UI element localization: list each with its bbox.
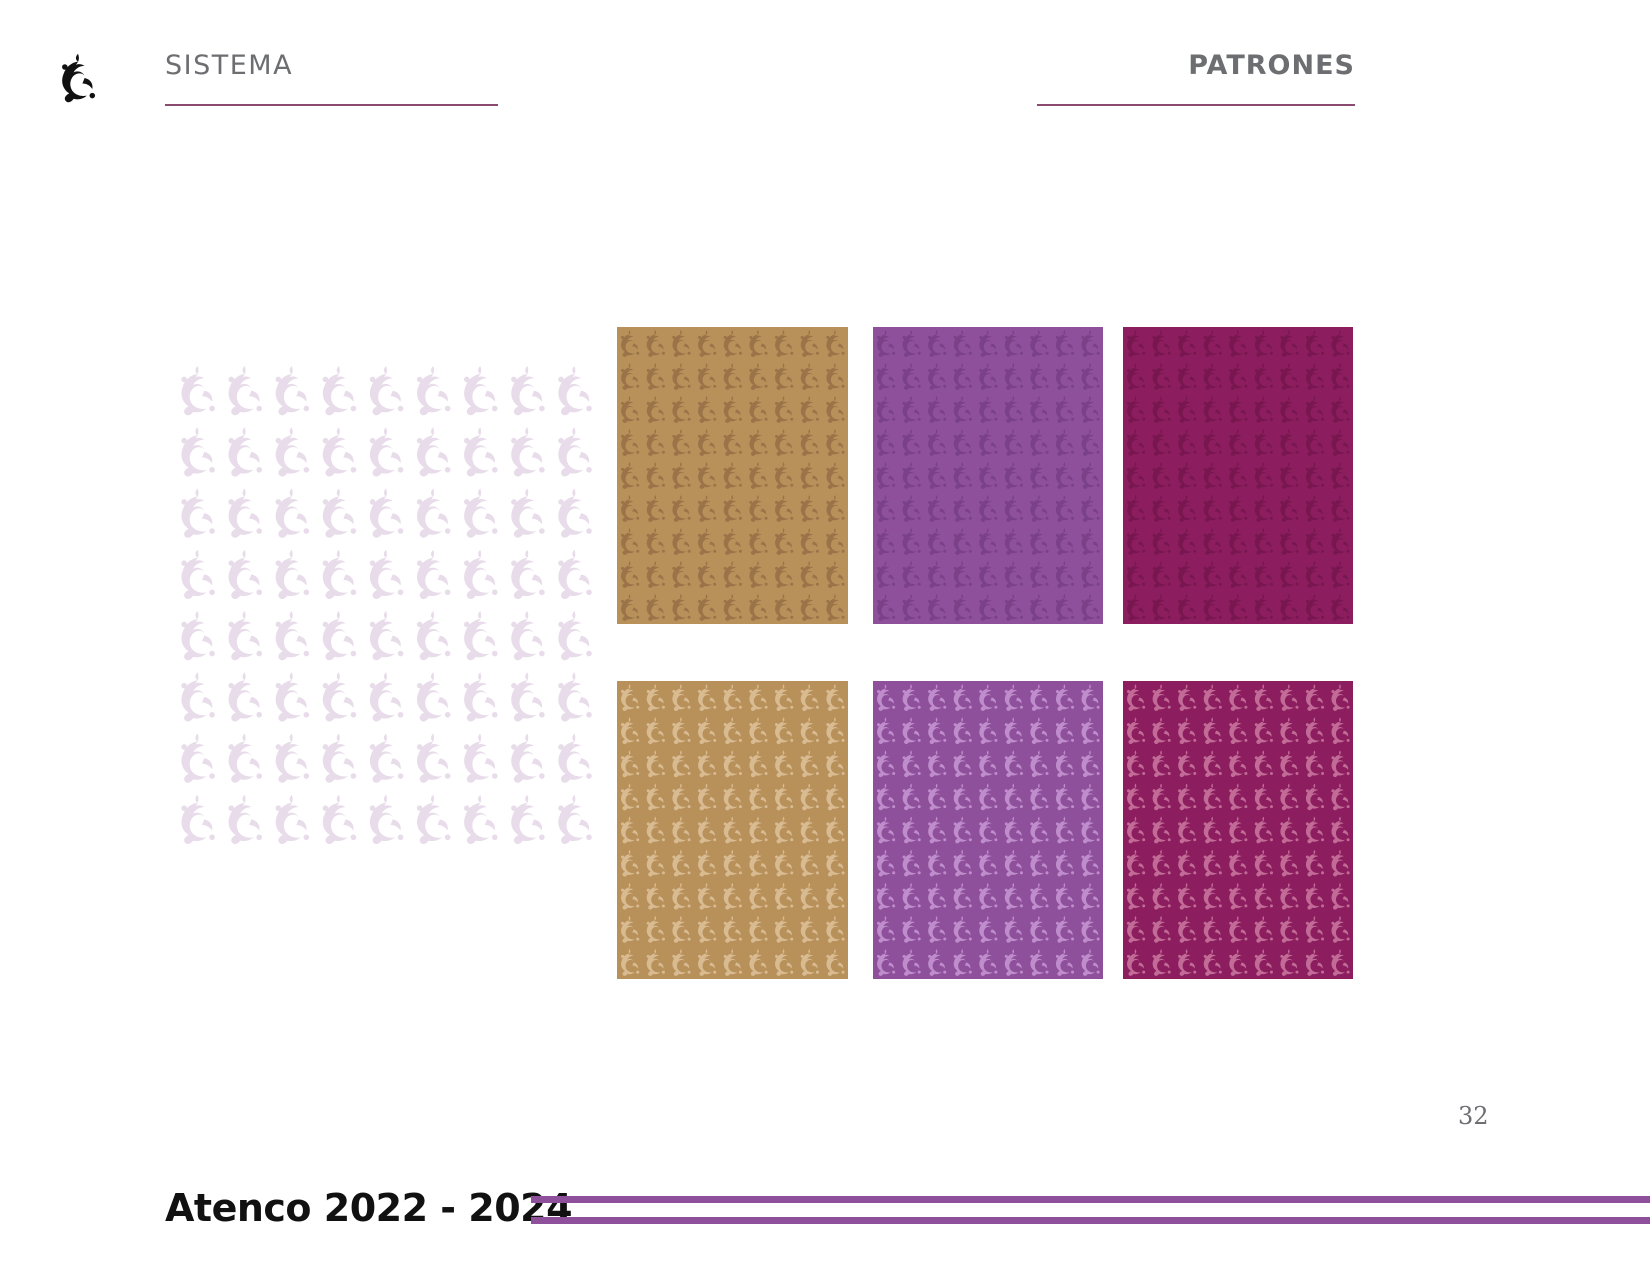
header-rule-right: [1037, 104, 1355, 106]
violet-dark-pattern-swatch: [873, 327, 1103, 624]
gold-dark-pattern-swatch: [617, 327, 848, 624]
light-pattern-swatch: [174, 360, 598, 850]
magenta-light-pattern-swatch: [1123, 681, 1353, 979]
footer-band-bottom: [531, 1217, 1650, 1224]
header-rule-left: [165, 104, 498, 106]
section-label: SISTEMA: [165, 50, 294, 81]
magenta-dark-pattern-swatch: [1123, 327, 1353, 624]
footer-title: Atenco 2022 - 2024: [165, 1186, 573, 1230]
page-number: 32: [1458, 1102, 1489, 1130]
gold-light-pattern-swatch: [617, 681, 848, 979]
logo-icon: [56, 50, 100, 106]
topic-label: PATRONES: [1188, 50, 1355, 81]
violet-light-pattern-swatch: [873, 681, 1103, 979]
footer-band-top: [531, 1196, 1650, 1203]
